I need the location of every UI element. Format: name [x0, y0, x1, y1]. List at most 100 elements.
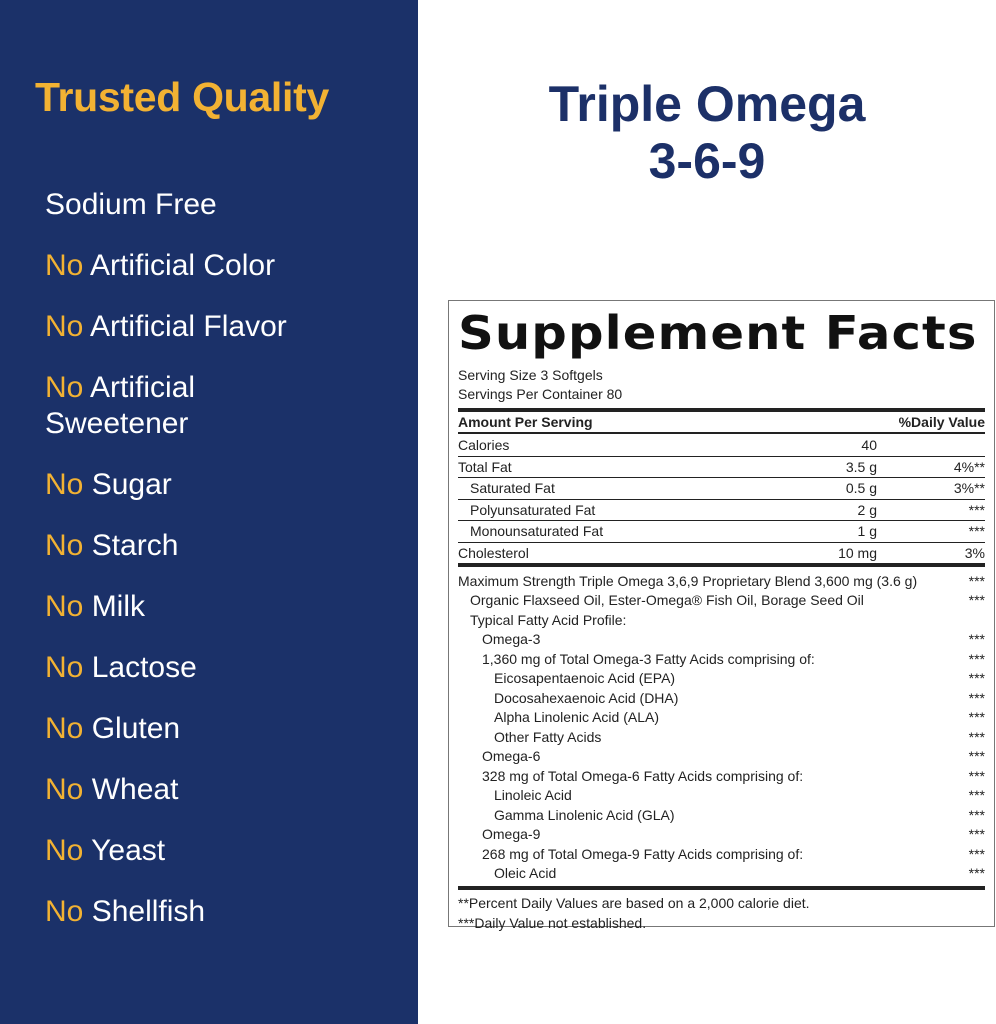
claim-item: No Starch	[45, 528, 178, 564]
claim-item: No Yeast	[45, 833, 165, 869]
blend-dv: ***	[968, 787, 985, 804]
blend-dv: ***	[968, 650, 985, 667]
blend-row: 268 mg of Total Omega-9 Fatty Acids comp…	[458, 844, 985, 864]
claim-prefix: No	[45, 310, 84, 343]
blend-item: Organic Flaxseed Oil, Ester-Omega® Fish …	[470, 592, 864, 609]
blend-item: Omega-9	[482, 826, 541, 843]
nutrient-row: Saturated Fat 0.5 g 3%**	[458, 477, 985, 499]
product-name: Triple Omega	[548, 76, 866, 132]
claim-text: Shellfish	[83, 895, 206, 928]
blend-item: Omega-3	[482, 631, 541, 648]
claim-text: Artificial	[83, 371, 196, 404]
blend-dv: ***	[968, 689, 985, 706]
blend-row: Maximum Strength Triple Omega 3,6,9 Prop…	[458, 571, 985, 591]
blend-row: Alpha Linolenic Acid (ALA) ***	[458, 708, 985, 728]
nutrient-name: Monounsaturated Fat	[470, 523, 604, 540]
blend-item: Linoleic Acid	[494, 787, 572, 804]
claim-text: Starch	[83, 529, 179, 562]
claim-prefix: No	[45, 895, 84, 928]
claim-text: Lactose	[83, 651, 197, 684]
claim-text: Milk	[83, 590, 146, 623]
blend-item: Omega-6	[482, 748, 541, 765]
blend-dv: ***	[968, 806, 985, 823]
blend-row: Omega-3 ***	[458, 630, 985, 650]
claim-item: No Milk	[45, 589, 145, 625]
nutrient-row: Monounsaturated Fat 1 g ***	[458, 520, 985, 542]
blend-dv: ***	[968, 845, 985, 862]
nutrient-dv: 3%	[964, 544, 985, 561]
nutrient-amount: 10 mg	[838, 544, 877, 561]
servings-per-container: Servings Per Container 80	[458, 386, 623, 402]
nutrient-name: Cholesterol	[458, 544, 529, 561]
claim-prefix: No	[45, 468, 84, 501]
claim-item: Sodium Free	[45, 187, 217, 223]
nutrient-amount: 2 g	[857, 501, 877, 518]
nutrient-amount: 3.5 g	[845, 458, 877, 475]
nutrient-name: Total Fat	[458, 458, 512, 475]
claim-text-cont: Sweetener	[45, 407, 189, 440]
blend-item: Typical Fatty Acid Profile:	[470, 611, 627, 628]
blend-dv: ***	[968, 767, 985, 784]
blend-dv: ***	[968, 748, 985, 765]
claim-text: Artificial Flavor	[83, 310, 287, 343]
blend-dv: ***	[968, 709, 985, 726]
claim-prefix: No	[45, 371, 84, 404]
blend-dv: ***	[968, 592, 985, 609]
claim-text: Gluten	[83, 712, 181, 745]
nutrient-amount: 40	[861, 436, 877, 453]
facts-header: Amount Per Serving %Daily Value	[458, 412, 985, 432]
claim-prefix: No	[45, 249, 84, 282]
blend-dv: ***	[968, 631, 985, 648]
claim-text: Wheat	[83, 773, 179, 806]
panel-title: Trusted Quality	[35, 74, 329, 120]
claim-item: No Artificial Flavor	[45, 309, 287, 345]
blend-item: 1,360 mg of Total Omega-3 Fatty Acids co…	[482, 650, 815, 667]
supplement-facts-panel: Supplement Facts Serving Size 3 Softgels…	[448, 300, 995, 931]
blend-row: Other Fatty Acids ***	[458, 727, 985, 747]
claim-item: No Artificial Color	[45, 248, 275, 284]
nutrient-row: Cholesterol 10 mg 3%	[458, 541, 985, 564]
dv-header: %Daily Value	[898, 414, 985, 430]
claim-text: Sodium Free	[45, 188, 217, 221]
blend-row: Omega-6 ***	[458, 747, 985, 767]
blend-dv: ***	[968, 670, 985, 687]
blend-item: 328 mg of Total Omega-6 Fatty Acids comp…	[482, 767, 804, 784]
blend-dv: ***	[968, 826, 985, 843]
nutrient-dv: 3%**	[953, 480, 985, 497]
claim-prefix: No	[45, 712, 84, 745]
blend-item: Maximum Strength Triple Omega 3,6,9 Prop…	[458, 572, 918, 589]
blend-row: 328 mg of Total Omega-6 Fatty Acids comp…	[458, 766, 985, 786]
blend-item: Docosahexaenoic Acid (DHA)	[494, 689, 679, 706]
blend-row: Gamma Linolenic Acid (GLA) ***	[458, 805, 985, 825]
claim-text: Sugar	[83, 468, 172, 501]
blend-dv: ***	[968, 728, 985, 745]
claim-item: No Artificial Sweetener	[45, 370, 195, 442]
claims-panel: Trusted Quality Sodium Free No Artificial…	[0, 0, 418, 1024]
blend-dv: ***	[968, 572, 985, 589]
claim-item: No Shellfish	[45, 894, 205, 930]
blend-row: Docosahexaenoic Acid (DHA) ***	[458, 688, 985, 708]
blend-item: Alpha Linolenic Acid (ALA)	[494, 709, 659, 726]
blend-row: Organic Flaxseed Oil, Ester-Omega® Fish …	[458, 591, 985, 611]
nutrient-dv: ***	[968, 523, 985, 540]
nutrient-amount: 1 g	[857, 523, 877, 540]
nutrient-name: Polyunsaturated Fat	[470, 501, 596, 518]
facts-title: Supplement Facts	[458, 306, 978, 360]
blend-dv: ***	[968, 865, 985, 882]
claim-item: No Sugar	[45, 467, 172, 503]
claim-text: Yeast	[83, 834, 166, 867]
footnote-not-established: ***Daily Value not established.	[458, 915, 647, 931]
claim-prefix: No	[45, 529, 84, 562]
blend-item: Gamma Linolenic Acid (GLA)	[494, 806, 675, 823]
blend-row: Oleic Acid ***	[458, 864, 985, 884]
blend-row: Linoleic Acid ***	[458, 786, 985, 806]
blend-item: Other Fatty Acids	[494, 728, 602, 745]
blend-item: Oleic Acid	[494, 865, 557, 882]
nutrient-name: Saturated Fat	[470, 480, 555, 497]
claim-item: No Gluten	[45, 711, 180, 747]
claim-prefix: No	[45, 773, 84, 806]
claim-text: Artificial Color	[83, 249, 276, 282]
claim-item: No Wheat	[45, 772, 178, 808]
blend-row: Typical Fatty Acid Profile:	[458, 610, 985, 630]
claim-prefix: No	[45, 834, 84, 867]
